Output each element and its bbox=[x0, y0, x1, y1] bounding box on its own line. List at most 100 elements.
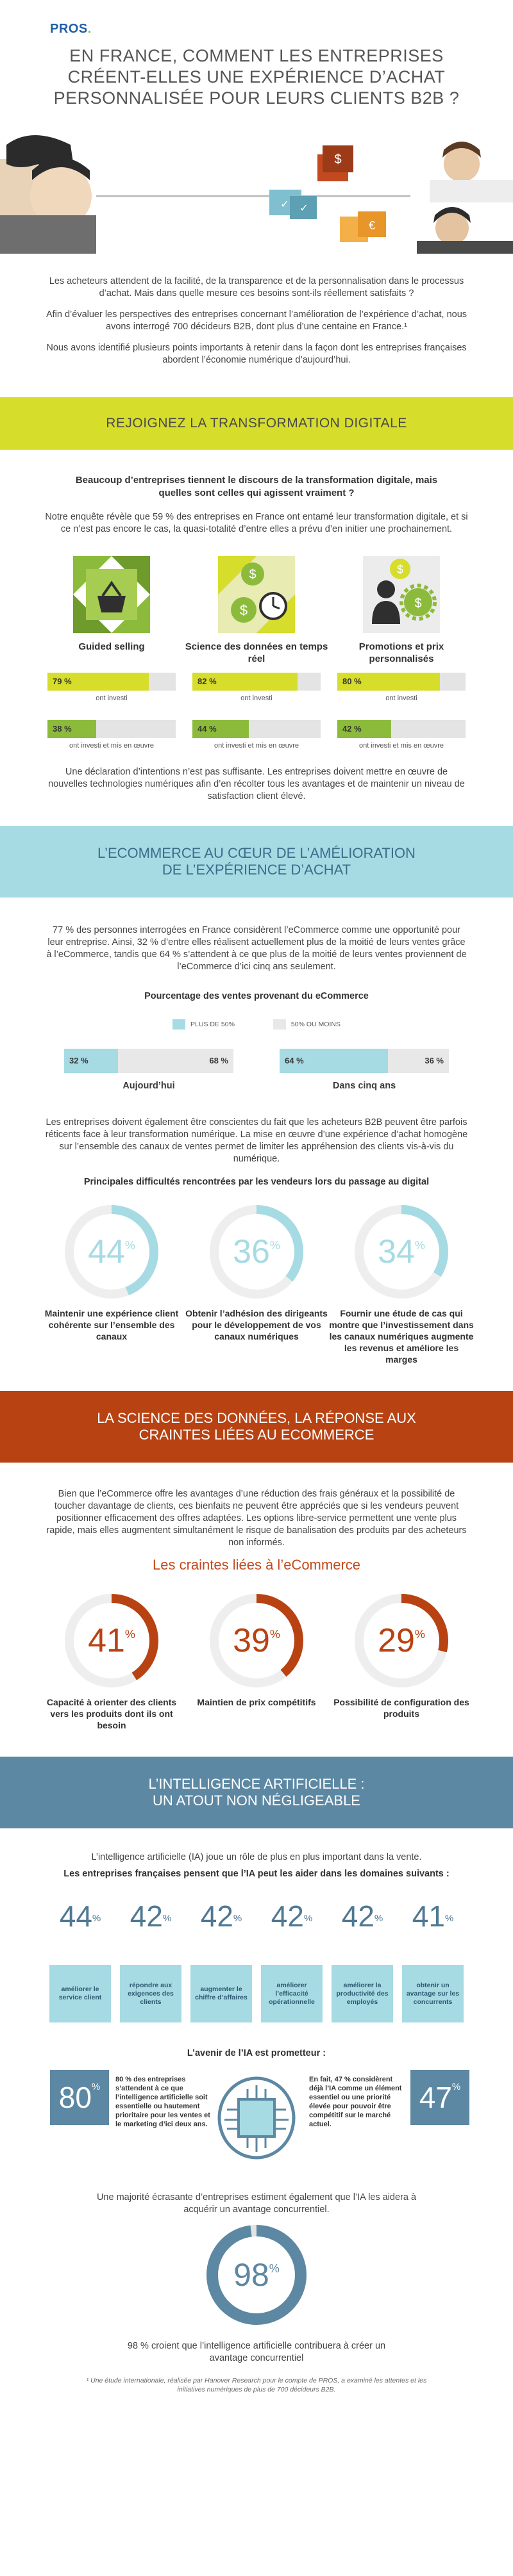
implemented-label: ont investi et mis en œuvre bbox=[69, 742, 155, 750]
ai-domain-value: 42% bbox=[200, 1899, 242, 1933]
ai-domain-value: 42% bbox=[271, 1899, 313, 1933]
section-title-line-1: L’INTELLIGENCE ARTIFICIELLE : bbox=[148, 1776, 365, 1792]
ecommerce-chart-title: Pourcentage des ventes provenant du eCom… bbox=[144, 991, 369, 1001]
split-label: Aujourd’hui bbox=[122, 1081, 175, 1091]
implemented-bar: 42 % bbox=[337, 720, 466, 738]
invested-value: 82 % bbox=[198, 677, 217, 686]
implemented-value: 44 % bbox=[198, 724, 217, 734]
difficulties-title: Principales difficultés rencontrées par … bbox=[83, 1177, 430, 1187]
ai-left-text: 80 % des entreprises s’attendent à ce qu… bbox=[115, 2076, 210, 2128]
ai-domain-label: obtenir un avantage sur les concurrents bbox=[402, 1965, 464, 2022]
svg-text:✓: ✓ bbox=[299, 203, 308, 214]
ai-domain-label: améliorer la productivité des employés bbox=[332, 1965, 393, 2022]
svg-text:✓: ✓ bbox=[280, 199, 289, 210]
ai-future-block: 80% 80 % des entreprises s’attendent à c… bbox=[0, 2063, 513, 2192]
column-label: Science des données en temps réel bbox=[185, 641, 328, 664]
investment-columns: Guided selling 79 % ont investi 38 % ont… bbox=[0, 556, 513, 750]
ecommerce-legend: PLUS DE 50% 50% OU MOINS bbox=[0, 1019, 513, 1030]
section2-text: 77 % des personnes interrogées en France… bbox=[46, 925, 467, 972]
page-title: EN FRANCE, COMMENT LES ENTREPRISES CRÉEN… bbox=[53, 46, 460, 108]
column-data-science: $ $ Science des données en temps réel 82… bbox=[184, 556, 329, 750]
implemented-bar: 44 % bbox=[192, 720, 321, 738]
ring-value: 29% bbox=[378, 1622, 425, 1659]
implemented-bar-fill bbox=[47, 720, 96, 738]
ai-domain-value: 41% bbox=[412, 1899, 454, 1933]
section1-closing: Une déclaration d’intentions n’est pas s… bbox=[48, 767, 465, 801]
difficulty-item: 36% Obtenir l’adhésion des dirigeants po… bbox=[184, 1204, 329, 1365]
column-guided-selling: Guided selling 79 % ont investi 38 % ont… bbox=[39, 556, 184, 750]
section3-text: Bien que l’eCommerce offre les avantages… bbox=[46, 1489, 467, 1548]
fear-item: 41% Capacité à orienter des clients vers… bbox=[39, 1593, 184, 1731]
section1-question: Beaucoup d’entreprises tiennent le disco… bbox=[75, 475, 438, 498]
ai-big-text: 98 % croient que l’intelligence artifici… bbox=[127, 2341, 386, 2363]
ai-future-title: L’avenir de l’IA est prometteur : bbox=[187, 2048, 326, 2058]
dollar-clock-icon: $ $ bbox=[218, 556, 295, 633]
ring-arc bbox=[65, 1594, 158, 1687]
implemented-value: 38 % bbox=[53, 724, 72, 734]
ring-label: Maintien de prix compétitifs bbox=[197, 1697, 316, 1707]
invested-bar-fill bbox=[47, 673, 149, 691]
ai-domain-item: 42% répondre aux exigences des clients bbox=[120, 1898, 181, 2022]
split-label: Dans cinq ans bbox=[332, 1081, 396, 1091]
ai-domain-item: 44% améliorer le service client bbox=[49, 1898, 111, 2022]
ring-chart: 39% bbox=[208, 1593, 305, 1689]
ring-chart: 44% bbox=[63, 1204, 160, 1300]
ring-value: 44% bbox=[88, 1233, 135, 1270]
invested-bar: 82 % bbox=[192, 673, 321, 691]
section2-text-2: Les entreprises doivent également être c… bbox=[45, 1117, 468, 1164]
svg-text:$: $ bbox=[334, 152, 341, 167]
intro-text: Les acheteurs attendent de la facilité, … bbox=[0, 275, 513, 366]
person-gear-icon: $ $ bbox=[363, 556, 440, 633]
implemented-label: ont investi et mis en œuvre bbox=[358, 742, 444, 750]
svg-text:€: € bbox=[369, 219, 375, 232]
svg-text:$: $ bbox=[240, 602, 248, 618]
difficulty-item: 34% Fournir une étude de cas qui montre … bbox=[329, 1204, 474, 1365]
ring-arc bbox=[210, 1205, 303, 1299]
fear-item: 29% Possibilité de configuration des pro… bbox=[329, 1593, 474, 1731]
ecommerce-split-bars: 32 % 68 % Aujourd’hui 64 % 36 % Dans cin… bbox=[0, 1049, 513, 1091]
ai-majority-text: Une majorité écrasante d’entreprises est… bbox=[96, 2192, 417, 2215]
ring-label: Obtenir l’adhésion des dirigeants pour l… bbox=[185, 1308, 328, 1341]
ring-value: 36% bbox=[233, 1233, 280, 1270]
split-bar-less: 36 % bbox=[387, 1049, 449, 1073]
section-title-line-2: DE L’EXPÉRIENCE D’ACHAT bbox=[162, 862, 351, 878]
invested-label: ont investi bbox=[96, 694, 128, 702]
intro-paragraph-2: Afin d’évaluer les perspectives des entr… bbox=[46, 309, 467, 332]
section-ai-banner: L’INTELLIGENCE ARTIFICIELLE : UN ATOUT N… bbox=[0, 1757, 513, 1828]
ai-domain-value: 44% bbox=[59, 1899, 101, 1933]
infographic-page: PROS. EN FRANCE, COMMENT LES ENTREPRISES… bbox=[0, 22, 513, 2393]
footnote: ¹ Une étude internationale, réalisée par… bbox=[86, 2377, 427, 2393]
ring-value: 98% bbox=[233, 2257, 280, 2293]
shopping-basket-icon bbox=[73, 556, 150, 633]
brain-circuit-icon bbox=[217, 2076, 296, 2160]
hero-people-icon: $ ✓ ✓ € bbox=[0, 135, 513, 254]
intro-paragraph-1: Les acheteurs attendent de la facilité, … bbox=[49, 276, 464, 299]
ring-value: 34% bbox=[378, 1233, 425, 1270]
invested-value: 80 % bbox=[342, 677, 362, 686]
section-title-line-2: UN ATOUT NON NÉGLIGEABLE bbox=[153, 1793, 360, 1809]
ai-domain-label: améliorer le service client bbox=[49, 1965, 111, 2022]
ai-right-value-box: 47% bbox=[410, 2070, 469, 2125]
ring-chart: 41% bbox=[63, 1593, 160, 1689]
invested-label: ont investi bbox=[240, 694, 273, 702]
ai-domains: 44% améliorer le service client 42% répo… bbox=[0, 1898, 513, 2022]
split-bar: 64 % 36 % bbox=[280, 1049, 449, 1073]
ring-arc bbox=[65, 1205, 158, 1299]
split-bar: 32 % 68 % bbox=[64, 1049, 233, 1073]
invested-label: ont investi bbox=[385, 694, 417, 702]
invested-value: 79 % bbox=[53, 677, 72, 686]
ai-big-ring: 98% bbox=[205, 2224, 308, 2326]
column-label: Guided selling bbox=[78, 641, 145, 652]
fear-rings: 41% Capacité à orienter des clients vers… bbox=[0, 1593, 513, 1731]
section-ecommerce-banner: L’ECOMMERCE AU CŒUR DE L’AMÉLIORATION DE… bbox=[0, 826, 513, 898]
ring-label: Capacité à orienter des clients vers les… bbox=[46, 1697, 177, 1730]
section4-text: L’intelligence artificielle (IA) joue un… bbox=[91, 1852, 422, 1862]
ai-domain-label: augmenter le chiffre d’affaires bbox=[190, 1965, 252, 2022]
ai-domain-label: améliorer l’efficacité opérationnelle bbox=[261, 1965, 323, 2022]
section-title-line-1: L’ECOMMERCE AU CŒUR DE L’AMÉLIORATION bbox=[97, 845, 416, 861]
ring-arc bbox=[210, 1594, 303, 1687]
legend-more-than-50: PLUS DE 50% bbox=[172, 1019, 235, 1030]
legend-50-or-less: 50% OU MOINS bbox=[273, 1019, 341, 1030]
section4-question: Les entreprises françaises pensent que l… bbox=[63, 1869, 450, 1879]
svg-text:$: $ bbox=[249, 568, 256, 582]
